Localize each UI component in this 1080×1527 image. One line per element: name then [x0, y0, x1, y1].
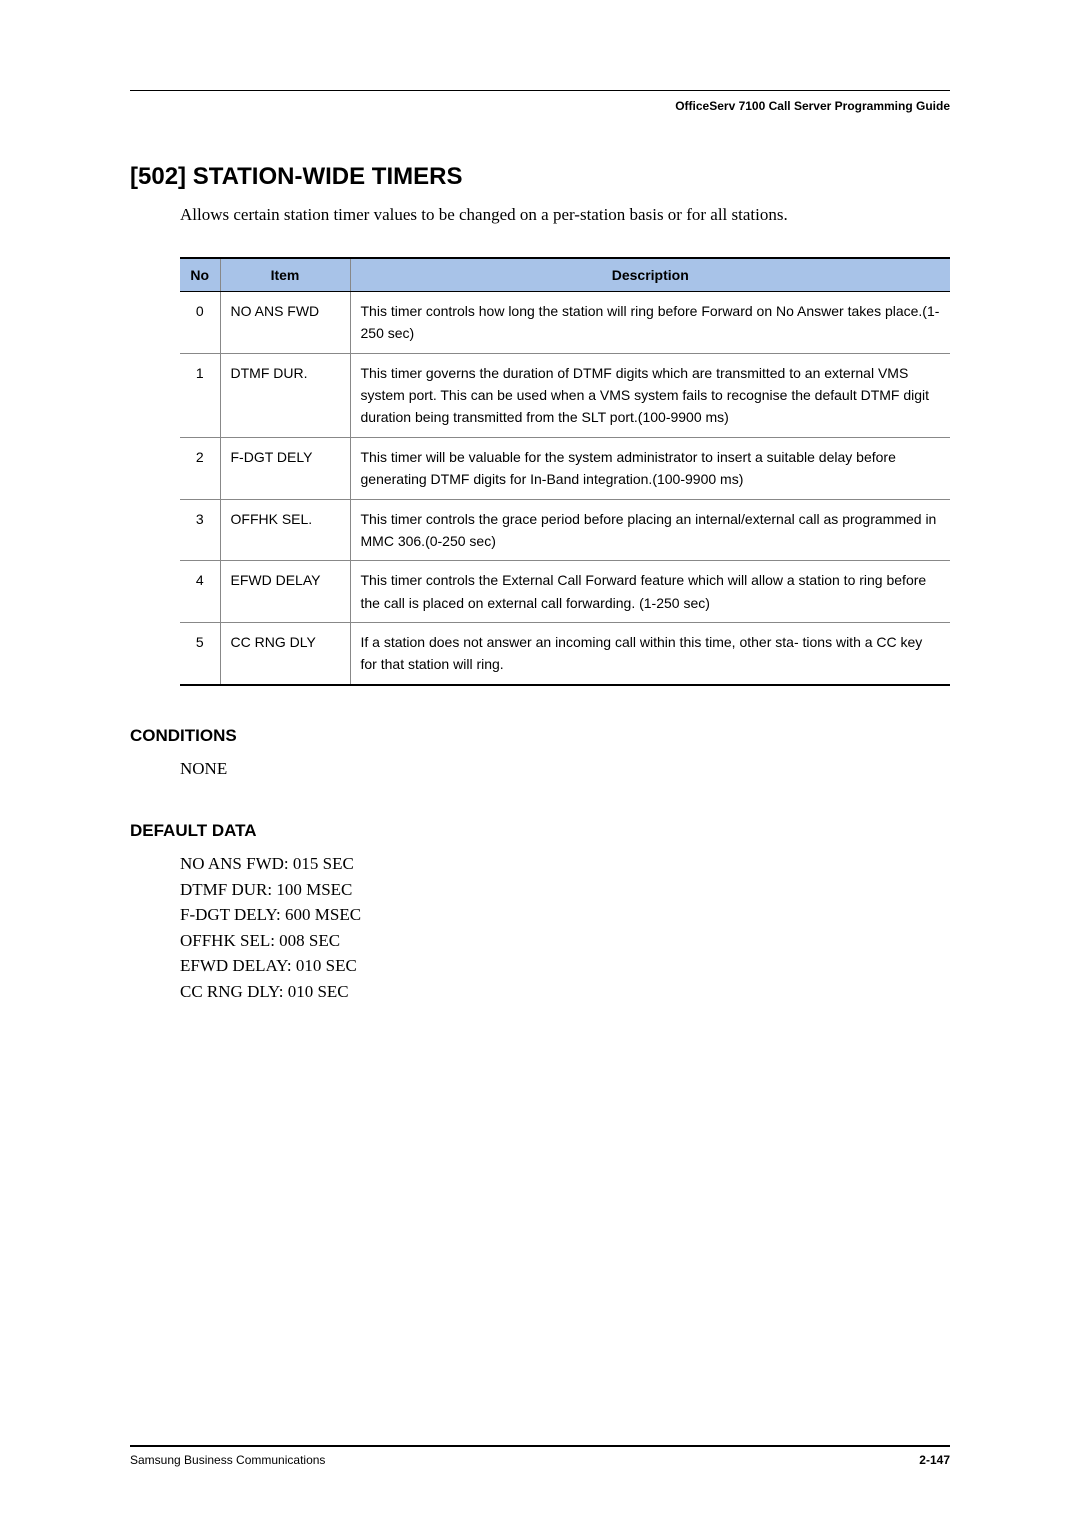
table-row: 5 CC RNG DLY If a station does not answe…	[180, 623, 950, 685]
cell-desc: This timer controls the External Call Fo…	[350, 561, 950, 623]
cell-item: OFFHK SEL.	[220, 499, 350, 561]
cell-no: 3	[180, 499, 220, 561]
table-header-no: No	[180, 258, 220, 292]
table-row: 0 NO ANS FWD This timer controls how lon…	[180, 291, 950, 353]
cell-desc: This timer controls how long the station…	[350, 291, 950, 353]
default-data-heading: DEFAULT DATA	[130, 821, 950, 841]
cell-desc: This timer governs the duration of DTMF …	[350, 353, 950, 437]
timer-table: No Item Description 0 NO ANS FWD This ti…	[180, 257, 950, 686]
default-item: CC RNG DLY: 010 SEC	[180, 979, 950, 1005]
footer-rule	[130, 1445, 950, 1447]
cell-no: 1	[180, 353, 220, 437]
table-row: 1 DTMF DUR. This timer governs the durat…	[180, 353, 950, 437]
table-row: 3 OFFHK SEL. This timer controls the gra…	[180, 499, 950, 561]
cell-desc: This timer will be valuable for the syst…	[350, 437, 950, 499]
cell-desc: This timer controls the grace period bef…	[350, 499, 950, 561]
section-intro: Allows certain station timer values to b…	[180, 203, 950, 227]
conditions-heading: CONDITIONS	[130, 726, 950, 746]
running-head: OfficeServ 7100 Call Server Programming …	[130, 99, 950, 113]
footer-page-number: 2-147	[919, 1453, 950, 1467]
table-header-item: Item	[220, 258, 350, 292]
default-item: OFFHK SEL: 008 SEC	[180, 928, 950, 954]
cell-no: 2	[180, 437, 220, 499]
page-footer: Samsung Business Communications 2-147	[130, 1445, 950, 1467]
cell-item: EFWD DELAY	[220, 561, 350, 623]
default-item: EFWD DELAY: 010 SEC	[180, 953, 950, 979]
table-row: 2 F-DGT DELY This timer will be valuable…	[180, 437, 950, 499]
conditions-body: NONE	[180, 756, 950, 782]
cell-no: 5	[180, 623, 220, 685]
footer-left: Samsung Business Communications	[130, 1453, 325, 1467]
cell-item: NO ANS FWD	[220, 291, 350, 353]
cell-desc: If a station does not answer an incoming…	[350, 623, 950, 685]
cell-no: 4	[180, 561, 220, 623]
cell-item: DTMF DUR.	[220, 353, 350, 437]
default-item: NO ANS FWD: 015 SEC	[180, 851, 950, 877]
cell-item: F-DGT DELY	[220, 437, 350, 499]
header-rule	[130, 90, 950, 91]
cell-no: 0	[180, 291, 220, 353]
table-row: 4 EFWD DELAY This timer controls the Ext…	[180, 561, 950, 623]
table-header-desc: Description	[350, 258, 950, 292]
cell-item: CC RNG DLY	[220, 623, 350, 685]
default-data-list: NO ANS FWD: 015 SEC DTMF DUR: 100 MSEC F…	[180, 851, 950, 1004]
default-item: DTMF DUR: 100 MSEC	[180, 877, 950, 903]
default-item: F-DGT DELY: 600 MSEC	[180, 902, 950, 928]
section-title: [502] STATION-WIDE TIMERS	[130, 163, 950, 191]
